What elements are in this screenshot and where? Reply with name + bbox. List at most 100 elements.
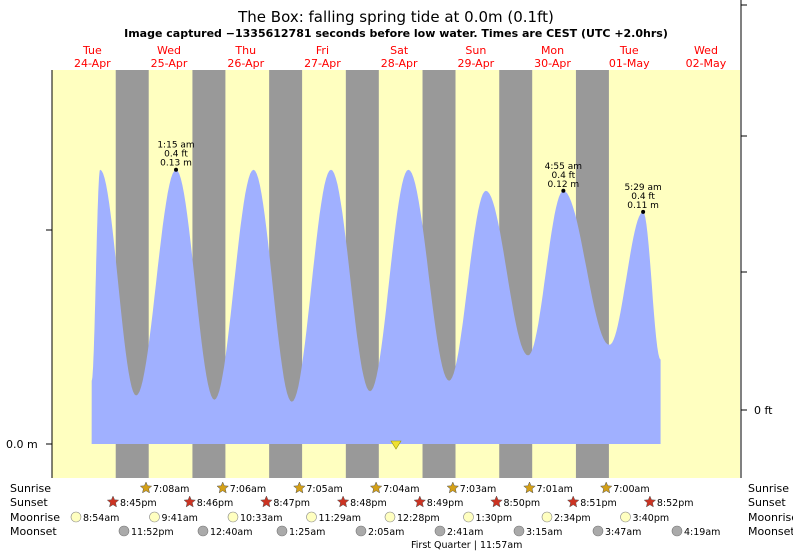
sunset-row-label-right: Sunset [748,496,786,509]
sunset-time-label: 8:48pm [350,498,387,509]
moonset-time-label: 2:41am [447,527,483,538]
day-date-label: 29-Apr [457,57,494,70]
sunset-icon [413,495,427,508]
moonrise-icon [541,511,553,523]
sunset-time-label: 8:50pm [504,498,541,509]
moonrise-time-label: 1:30pm [476,513,513,524]
day-weekday-label: Tue [619,44,639,57]
day-weekday-label: Wed [157,44,181,57]
low-water-marker [390,440,402,450]
peak-time-label: 4:55 am [545,162,582,172]
moonrise-time-label: 11:29am [319,513,361,524]
sunrise-icon [369,481,383,494]
moonset-icon [118,525,130,537]
moonset-icon [592,525,604,537]
moonrise-icon [463,511,474,523]
moonrise-time-label: 10:33am [240,513,282,524]
moonset-icon [513,525,525,537]
sunrise-icon [139,481,153,494]
peak-marker [174,167,179,172]
moonset-time-label: 2:05am [368,527,404,538]
day-date-label: 26-Apr [227,57,264,70]
moonrise-icon [227,511,239,523]
sunset-time-label: 8:52pm [657,498,694,509]
peak-m-label: 0.13 m [160,159,192,169]
moonrise-icon [384,511,396,523]
right-axis-zero-label: 0 ft [754,404,773,417]
moonset-time-label: 4:19am [684,527,720,538]
moonrise-row-label-right: Moonrise [748,511,793,524]
sunset-time-label: 8:45pm [120,498,157,509]
sunset-row-label-left: Sunset [10,496,48,509]
day-labels: Tue24-AprWed25-AprThu26-AprFri27-AprSat2… [74,44,727,70]
sunset-icon [183,495,197,508]
left-axis-zero-label: 0.0 m [6,438,38,451]
peak-ft-label: 0.4 ft [164,150,188,160]
sunset-time-label: 8:49pm [427,498,464,509]
peak-ft-label: 0.4 ft [631,192,655,202]
sunrise-icon [523,481,536,494]
moonrise-icon [306,511,317,523]
astronomy-events: 7:08am 7:06am 7:05am 7:04am 7:03am 7:01am 7:00… [70,481,720,538]
sunset-time-label: 8:47pm [273,498,310,509]
peak-marker [561,188,566,193]
day-date-label: 25-Apr [151,57,188,70]
sunrise-time-label: 7:01am [537,484,573,495]
moonset-icon [355,525,367,537]
sunset-icon [643,495,657,508]
sunset-icon [566,495,580,508]
moonset-time-label: 11:52pm [131,527,174,538]
sunrise-icon [599,481,613,494]
day-weekday-label: Sat [390,44,409,57]
peak-annotations: 1:15 am0.4 ft0.13 m 4:55 am0.4 ft0.12 m 5:… [157,141,662,214]
peak-ft-label: 0.4 ft [551,171,575,181]
day-date-label: 30-Apr [534,57,571,70]
sunrise-time-label: 7:06am [230,484,266,495]
day-weekday-label: Thu [234,44,256,57]
sunrise-time-label: 7:04am [383,484,419,495]
moonset-row-label-right: Moonset [748,525,793,538]
sunrise-row-label-right: Sunrise [748,482,789,495]
sunrise-icon [293,481,306,494]
moonrise-time-label: 2:34pm [554,513,591,524]
moonrise-time-label: 8:54am [83,513,119,524]
sunrise-icon [216,481,230,494]
day-date-label: 28-Apr [381,57,418,70]
moonset-time-label: 1:25am [289,527,325,538]
moon-phase-label: First Quarter | 11:57am [411,540,522,551]
sunset-icon [106,495,120,508]
day-weekday-label: Fri [316,44,329,57]
moonrise-icon [149,511,160,523]
peak-time-label: 5:29 am [624,183,661,193]
moonrise-time-label: 12:28pm [397,513,440,524]
chart-title: The Box: falling spring tide at 0.0m (0.… [237,8,554,26]
sunset-icon [336,495,350,508]
moonset-icon [276,525,288,537]
moonset-icon [671,525,683,537]
moonset-time-label: 12:40am [210,527,252,538]
moonrise-icon [620,511,631,523]
sunset-time-label: 8:46pm [197,498,234,509]
day-date-label: 02-May [686,57,727,70]
day-date-label: 01-May [609,57,650,70]
sunrise-icon [446,481,460,494]
peak-time-label: 1:15 am [157,141,194,151]
peak-m-label: 0.11 m [627,201,659,211]
sunset-time-label: 8:51pm [580,498,617,509]
moonrise-time-label: 9:41am [162,513,198,524]
moonrise-icon [70,511,82,523]
day-weekday-label: Tue [82,44,102,57]
moonset-time-label: 3:15am [526,527,562,538]
chart-subtitle: Image captured −1335612781 seconds befor… [124,27,668,40]
day-weekday-label: Sun [465,44,486,57]
moonrise-row-label-left: Moonrise [10,511,60,524]
sunrise-row-label-left: Sunrise [10,482,51,495]
sunset-icon [490,495,503,508]
moonset-icon [197,525,209,537]
sunrise-time-label: 7:03am [460,484,496,495]
moonset-icon [434,525,446,537]
day-weekday-label: Mon [541,44,564,57]
sunrise-time-label: 7:05am [306,484,342,495]
moonrise-time-label: 3:40pm [633,513,670,524]
